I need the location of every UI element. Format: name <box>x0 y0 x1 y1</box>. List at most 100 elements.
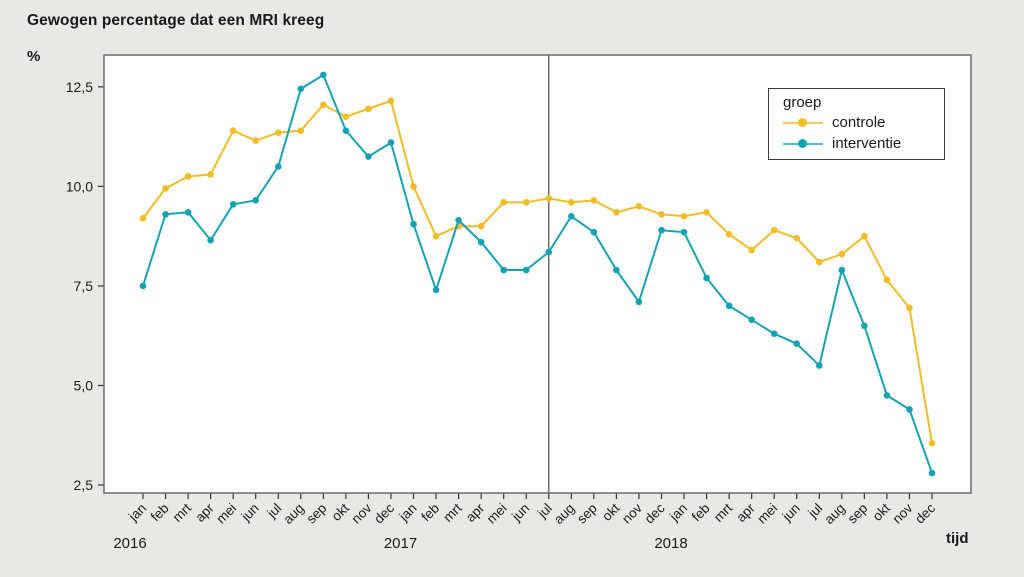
interventie-point <box>883 392 891 399</box>
interventie-point <box>229 201 237 208</box>
x-tick-label: mei <box>754 501 780 527</box>
x-tick-label: jun <box>508 501 532 525</box>
interventie-point <box>658 226 665 234</box>
x-tick-label: jan <box>666 501 690 525</box>
legend-item-controle: controle <box>783 112 944 133</box>
x-tick-label: aug <box>551 501 578 528</box>
controle-point <box>365 105 372 113</box>
controle-point <box>387 97 395 105</box>
x-tick-label: apr <box>463 500 488 525</box>
y-tick-label: 10,0 <box>66 178 93 194</box>
interventie-point <box>139 282 147 290</box>
x-tick-label: dec <box>371 500 397 526</box>
interventie-point <box>861 322 868 330</box>
x-axis-label: tijd <box>946 530 969 547</box>
interventie-dot-icon <box>798 139 807 148</box>
legend-item-interventie: interventie <box>783 133 944 154</box>
legend-title: groep <box>783 94 822 111</box>
y-tick-label: 5,0 <box>74 377 94 393</box>
controle-point <box>680 212 688 220</box>
x-tick-label: jan <box>396 501 420 525</box>
interventie-point <box>207 236 214 244</box>
controle-point <box>432 232 440 240</box>
controle-point <box>703 208 710 216</box>
interventie-point <box>162 210 169 218</box>
x-tick-label: okt <box>329 500 353 524</box>
x-tick-label: mrt <box>440 500 465 525</box>
x-tick-label: apr <box>733 500 758 525</box>
x-tick-label: feb <box>418 501 442 525</box>
interventie-point <box>635 298 643 306</box>
interventie-point <box>928 469 936 477</box>
controle-point <box>477 222 485 230</box>
interventie-point <box>568 212 575 220</box>
controle-point <box>297 127 305 134</box>
interventie-point <box>342 127 350 134</box>
interventie-point <box>770 330 778 338</box>
controle-point <box>748 246 755 254</box>
controle-point <box>500 199 507 206</box>
controle-point <box>207 171 214 178</box>
interventie-point <box>320 71 327 79</box>
interventie-point <box>680 228 688 236</box>
y-tick-label: 7,5 <box>74 278 94 294</box>
year-label: 2018 <box>654 535 687 552</box>
x-tick-label: dec <box>642 500 668 526</box>
interventie-point <box>410 220 417 228</box>
controle-point <box>883 276 891 284</box>
interventie-point <box>613 266 620 274</box>
x-tick-label: aug <box>821 501 848 528</box>
controle-point <box>725 230 733 238</box>
controle-dot-icon <box>798 118 807 127</box>
interventie-point <box>793 340 801 347</box>
interventie-point <box>815 362 823 369</box>
controle-point <box>613 208 620 216</box>
controle-point <box>162 185 169 192</box>
y-axis-unit-label: % <box>27 48 41 65</box>
controle-point <box>635 203 643 210</box>
x-tick-label: mei <box>484 501 510 527</box>
interventie-point <box>432 286 440 294</box>
controle-point <box>861 232 868 240</box>
interventie-point <box>477 238 485 246</box>
interventie-point <box>545 248 553 256</box>
legend-label-controle: controle <box>832 114 886 131</box>
legend: groep controle interventie <box>768 88 945 160</box>
controle-point <box>545 195 553 202</box>
x-tick-label: apr <box>192 500 217 525</box>
interventie-point <box>748 316 755 324</box>
controle-point <box>410 183 417 190</box>
interventie-point <box>365 153 372 160</box>
controle-point <box>184 173 192 180</box>
interventie-point <box>703 274 710 282</box>
interventie-point <box>500 266 507 274</box>
controle-point <box>658 210 665 218</box>
x-tick-label: mei <box>213 501 239 527</box>
year-label: 2016 <box>113 535 146 552</box>
controle-line <box>142 99 933 444</box>
controle-point <box>320 101 327 109</box>
controle-point <box>342 113 350 121</box>
controle-point <box>906 304 913 312</box>
interventie-point <box>252 197 260 204</box>
interventie-point <box>590 228 598 236</box>
x-tick-label: okt <box>599 500 623 524</box>
controle-point <box>815 258 823 266</box>
x-tick-label: nov <box>619 500 645 526</box>
x-tick-label: okt <box>870 500 894 524</box>
controle-point <box>568 199 575 206</box>
interventie-point <box>522 266 530 274</box>
x-tick-label: nov <box>349 500 375 526</box>
x-tick-label: mrt <box>711 500 736 525</box>
chart-title: Gewogen percentage dat een MRI kreeg <box>27 12 325 29</box>
interventie-point <box>274 163 282 170</box>
y-tick-label: 2,5 <box>74 477 94 493</box>
interventie-point <box>725 302 733 310</box>
x-tick-label: mrt <box>170 500 195 525</box>
interventie-point <box>906 406 913 413</box>
interventie-point <box>455 216 462 224</box>
interventie-line <box>142 73 933 474</box>
controle-point <box>770 226 778 234</box>
